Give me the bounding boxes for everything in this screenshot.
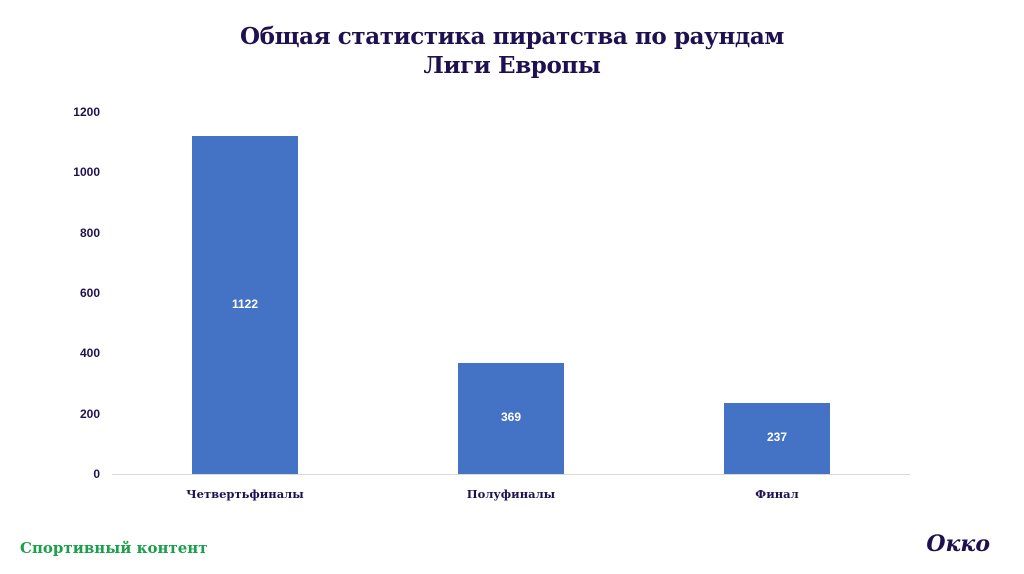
bar <box>192 135 298 474</box>
chart-title: Общая статистика пиратства по раундам Ли… <box>0 22 1024 80</box>
bar-data-label: 237 <box>766 430 788 445</box>
y-tick-label: 800 <box>79 225 100 240</box>
bar-data-label: 369 <box>500 410 522 425</box>
y-tick-label: 600 <box>79 286 100 300</box>
bar <box>458 362 564 474</box>
bar <box>724 402 830 474</box>
x-tick-label: Четвертьфиналы <box>186 487 304 501</box>
y-tick-label: 400 <box>79 346 100 361</box>
y-tick-label: 200 <box>79 406 100 421</box>
y-tick-label: 0 <box>93 467 100 481</box>
chart-title-line1: Общая статистика пиратства по раундам <box>240 23 784 50</box>
x-tick-label: Полуфиналы <box>466 487 556 501</box>
x-tick-label: Финал <box>755 487 799 501</box>
bar-data-label: 1122 <box>231 296 259 311</box>
y-tick-label: 1000 <box>73 165 100 180</box>
x-axis-line <box>112 474 910 475</box>
okko-logo: Окко <box>926 531 990 557</box>
footer-sport-content-label: Спортивный контент <box>20 539 208 557</box>
chart-title-line2: Лиги Европы <box>423 52 601 79</box>
y-tick-label: 1200 <box>73 105 100 119</box>
